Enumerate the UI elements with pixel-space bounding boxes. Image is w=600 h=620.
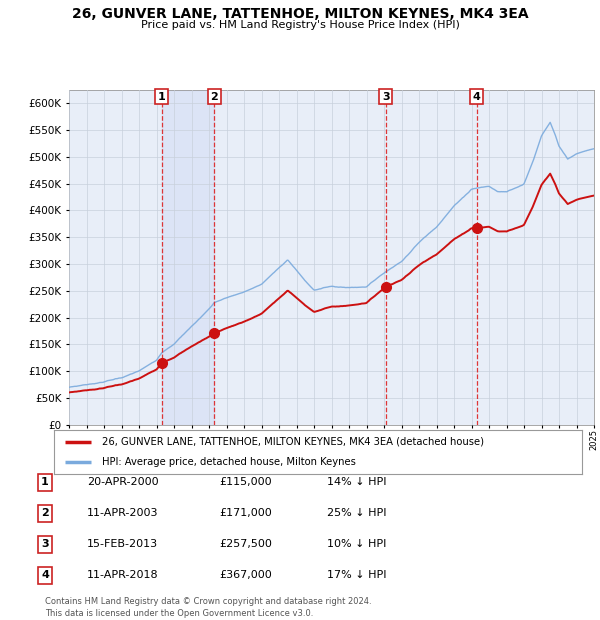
Text: 14% ↓ HPI: 14% ↓ HPI bbox=[327, 477, 386, 487]
Text: 1: 1 bbox=[158, 92, 166, 102]
Text: 26, GUNVER LANE, TATTENHOE, MILTON KEYNES, MK4 3EA: 26, GUNVER LANE, TATTENHOE, MILTON KEYNE… bbox=[71, 7, 529, 22]
Text: 15-FEB-2013: 15-FEB-2013 bbox=[87, 539, 158, 549]
Text: 17% ↓ HPI: 17% ↓ HPI bbox=[327, 570, 386, 580]
Text: Contains HM Land Registry data © Crown copyright and database right 2024.
This d: Contains HM Land Registry data © Crown c… bbox=[45, 597, 371, 618]
Text: 2: 2 bbox=[41, 508, 49, 518]
Text: 25% ↓ HPI: 25% ↓ HPI bbox=[327, 508, 386, 518]
Text: 11-APR-2003: 11-APR-2003 bbox=[87, 508, 158, 518]
Text: 1: 1 bbox=[41, 477, 49, 487]
Text: £367,000: £367,000 bbox=[219, 570, 272, 580]
Text: HPI: Average price, detached house, Milton Keynes: HPI: Average price, detached house, Milt… bbox=[101, 457, 355, 467]
Text: 26, GUNVER LANE, TATTENHOE, MILTON KEYNES, MK4 3EA (detached house): 26, GUNVER LANE, TATTENHOE, MILTON KEYNE… bbox=[101, 436, 484, 447]
Text: £171,000: £171,000 bbox=[219, 508, 272, 518]
Text: 3: 3 bbox=[41, 539, 49, 549]
Text: £115,000: £115,000 bbox=[219, 477, 272, 487]
Bar bbox=[162, 90, 214, 425]
Text: 4: 4 bbox=[41, 570, 49, 580]
Text: 4: 4 bbox=[473, 92, 481, 102]
Text: 20-APR-2000: 20-APR-2000 bbox=[87, 477, 158, 487]
Text: 3: 3 bbox=[382, 92, 389, 102]
Text: 2: 2 bbox=[211, 92, 218, 102]
Text: £257,500: £257,500 bbox=[219, 539, 272, 549]
Text: 10% ↓ HPI: 10% ↓ HPI bbox=[327, 539, 386, 549]
Text: Price paid vs. HM Land Registry's House Price Index (HPI): Price paid vs. HM Land Registry's House … bbox=[140, 20, 460, 30]
Text: 11-APR-2018: 11-APR-2018 bbox=[87, 570, 158, 580]
